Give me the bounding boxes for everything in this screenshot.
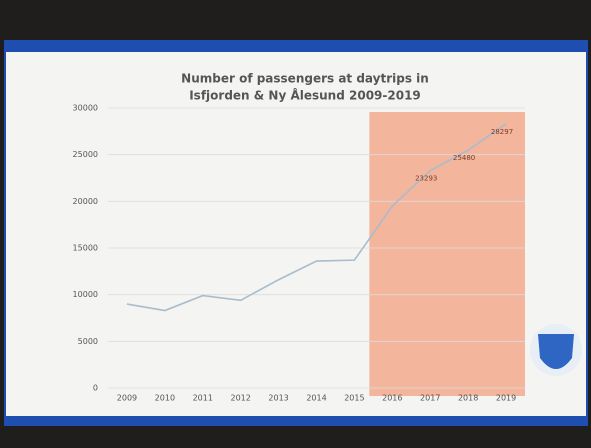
x-tick-label: 2009: [117, 394, 137, 403]
x-tick-label: 2017: [420, 394, 440, 403]
x-tick-label: 2010: [155, 394, 175, 403]
data-label: 25480: [453, 154, 475, 162]
chart-title: Isfjorden & Ny Ålesund 2009-2019: [189, 88, 421, 103]
y-tick-label: 25000: [73, 150, 98, 159]
x-tick-label: 2013: [268, 394, 288, 403]
x-tick-label: 2019: [496, 394, 516, 403]
chart-title: Number of passengers at daytrips in: [181, 72, 429, 86]
x-tick-label: 2018: [458, 394, 478, 403]
x-tick-label: 2011: [193, 394, 213, 403]
x-tick-label: 2015: [344, 394, 364, 403]
data-label: 23293: [415, 175, 437, 183]
logo-shield: [538, 334, 574, 369]
plot: 0 5000 10000 15000 20000 25000 30000 2009 2010 20…: [73, 104, 525, 403]
y-tick-label: 30000: [73, 104, 98, 113]
y-tick-label: 5000: [78, 337, 98, 346]
y-tick-label: 20000: [73, 197, 98, 206]
y-tick-label: 10000: [73, 290, 98, 299]
x-tick-label: 2014: [306, 394, 326, 403]
data-line: [126, 123, 507, 312]
logo: [530, 324, 582, 376]
x-tick-label: 2012: [231, 394, 251, 403]
y-tick-label: 15000: [73, 244, 98, 253]
data-label: 28297: [491, 128, 513, 136]
highlight-region: [369, 112, 525, 396]
y-tick-label: 0: [93, 384, 98, 393]
x-tick-label: 2016: [382, 394, 402, 403]
